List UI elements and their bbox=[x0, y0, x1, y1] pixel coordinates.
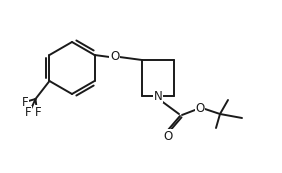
Text: O: O bbox=[163, 130, 173, 143]
Text: O: O bbox=[110, 51, 119, 63]
Text: N: N bbox=[154, 89, 162, 102]
Text: F: F bbox=[22, 95, 29, 108]
Text: O: O bbox=[195, 102, 205, 115]
Text: F: F bbox=[25, 107, 32, 120]
Text: F: F bbox=[35, 106, 42, 119]
